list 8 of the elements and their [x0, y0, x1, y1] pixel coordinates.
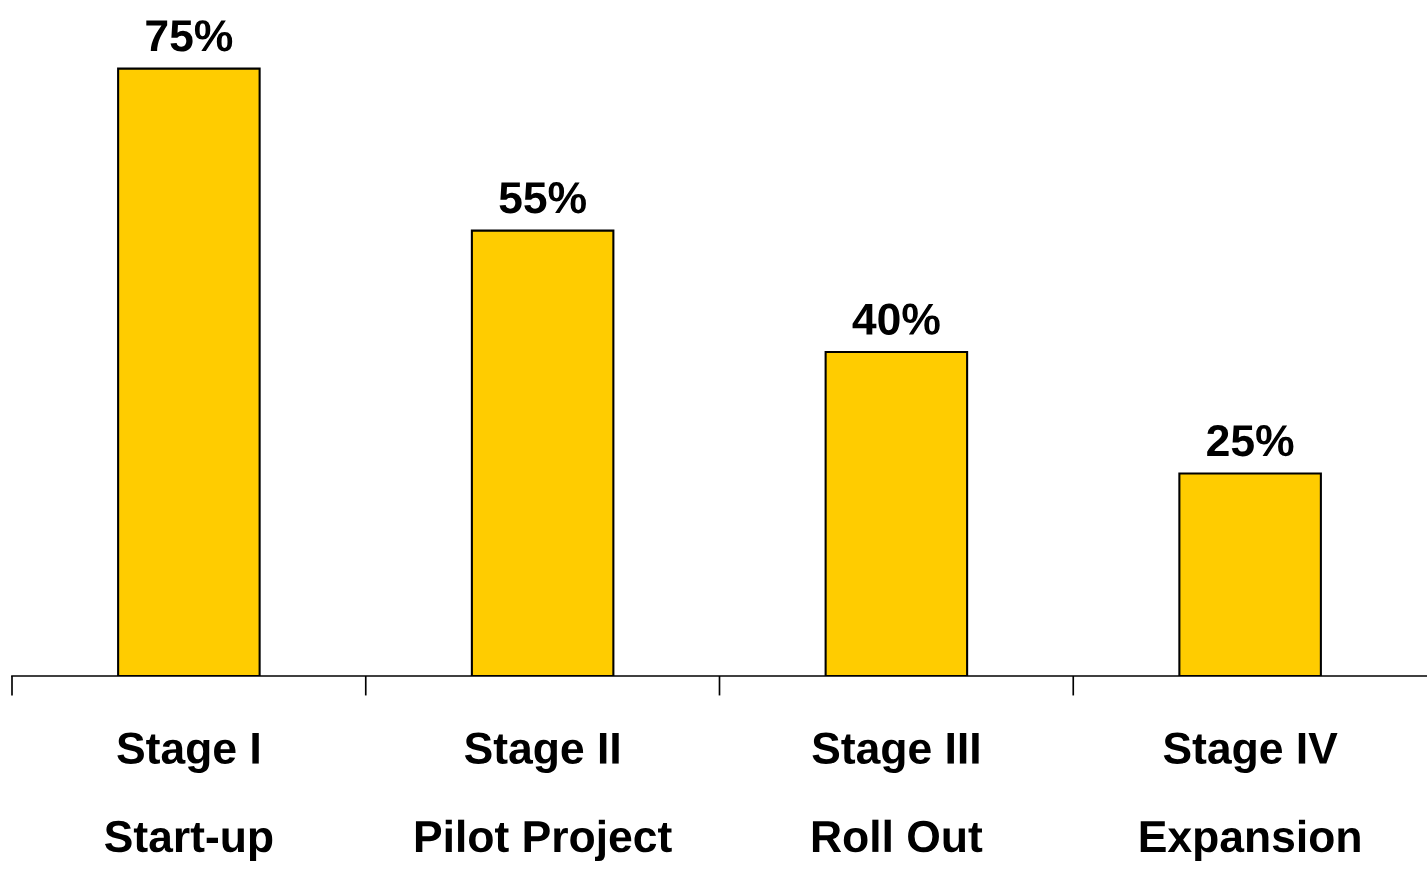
data-label: 75% — [146, 20, 233, 52]
data-label: 25% — [1207, 424, 1294, 457]
data-label: 55% — [499, 182, 586, 214]
x-tick-label: Stage III Roll Out — [812, 732, 983, 853]
x-tick-label: Stage I Start-up — [104, 732, 273, 862]
x-tick-label: Stage II Pilot Project — [415, 732, 672, 862]
x-tick-label: Stage IV Expansion — [1140, 732, 1360, 862]
data-label: 40% — [852, 303, 940, 335]
